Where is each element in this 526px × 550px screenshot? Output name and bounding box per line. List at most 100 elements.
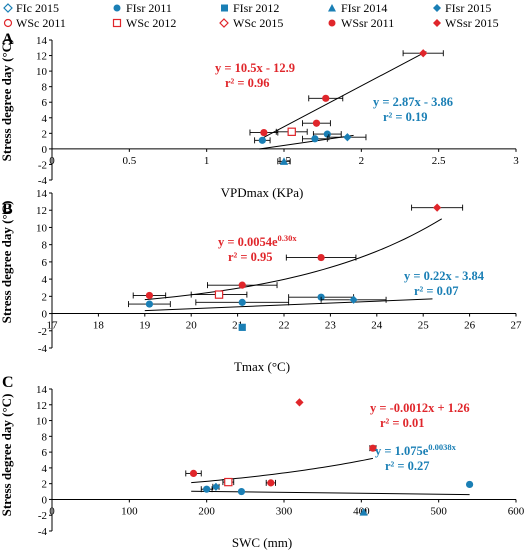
y-tick-label: 2 (42, 479, 48, 491)
regression-r-squared: r² = 0.07 (414, 284, 459, 298)
legend-marker-wssr-2015 (433, 19, 441, 27)
x-axis-title: SWC (mm) (232, 535, 292, 550)
data-point (238, 281, 246, 289)
y-tick-label: 6 (42, 257, 48, 269)
legend-marker-fisr-2015 (433, 4, 441, 12)
x-tick-label: 22 (279, 320, 290, 332)
data-point (238, 298, 246, 306)
panel-label-b: B (2, 201, 13, 218)
y-tick-label: 2 (42, 128, 48, 140)
x-tick-label: 17 (47, 320, 59, 332)
y-tick-label: 8 (42, 82, 48, 94)
legend-marker-wsc-2012 (112, 18, 122, 28)
regression-equation: y = -0.0012x + 1.26 (370, 401, 470, 415)
legend-item-wssr-2015: WSsr 2015 (433, 16, 499, 30)
panel-label-c: C (2, 374, 14, 391)
data-point (349, 295, 358, 304)
legend-item-wsc-2011: WSc 2011 (3, 16, 66, 30)
equation-base: y = 0.0054e (218, 235, 278, 249)
legend-item-fic-2015: FIc 2015 (3, 1, 59, 15)
data-point (359, 507, 368, 516)
y-tick-label: 8 (42, 431, 48, 443)
x-tick-label: 500 (430, 505, 447, 517)
x-tick-label: 0 (49, 155, 55, 167)
legend-marker-fisr-2014 (328, 4, 336, 12)
data-point (258, 136, 266, 144)
legend-marker-wssr-2011 (328, 19, 336, 27)
y-tick-label: 2 (42, 291, 48, 303)
legend-label-fisr-2012: FIsr 2012 (233, 1, 279, 15)
legend: FIc 2015 FIsr 2011 FIsr 2012 FIsr 2014 F… (3, 1, 499, 30)
y-tick-label: 14 (36, 384, 48, 396)
data-point (419, 49, 428, 58)
y-tick-label: 10 (36, 416, 48, 428)
data-point (322, 94, 330, 102)
legend-marker-fisr-2012 (221, 4, 228, 12)
y-tick-label: 6 (42, 97, 48, 109)
y-tick-label: 8 (42, 240, 48, 252)
x-axis-title: VPDmax (KPa) (221, 185, 304, 200)
legend-item-wsc-2012: WSc 2012 (112, 16, 176, 30)
data-point (295, 398, 304, 407)
y-tick-label: 0 (42, 494, 48, 506)
y-axis-title: Stress degree day (°C) (0, 394, 14, 517)
y-tick-label: -2 (38, 159, 47, 171)
data-point (466, 480, 474, 489)
data-point (214, 290, 224, 299)
x-tick-label: 100 (121, 505, 138, 517)
x-tick-label: 600 (508, 505, 525, 517)
y-tick-label: 4 (42, 463, 48, 475)
data-point (279, 157, 289, 165)
regression-r-squared: r² = 0.01 (380, 416, 425, 430)
y-tick-label: 4 (42, 274, 48, 286)
x-tick-label: 25 (418, 320, 430, 332)
x-tick-label: 18 (93, 320, 105, 332)
data-point (211, 482, 221, 491)
legend-marker-wsc-2015 (219, 18, 229, 28)
legend-label-fisr-2011: FIsr 2011 (126, 1, 172, 15)
panel-c-swc-chart: -4-2024681012140100200300400500600Stress… (0, 384, 525, 550)
x-tick-label: 24 (371, 320, 383, 332)
regression-equation: y = 0.0054e0.30x (218, 233, 297, 249)
y-tick-label: 12 (36, 400, 47, 412)
y-tick-label: 6 (42, 447, 48, 459)
regression-r-squared: r² = 0.96 (225, 76, 270, 90)
data-point (433, 203, 442, 212)
x-tick-label: 20 (186, 320, 198, 332)
x-tick-label: 19 (139, 320, 151, 332)
legend-label-fic-2015: FIc 2015 (16, 1, 59, 15)
data-point (238, 323, 246, 331)
x-axis-title: Tmax (°C) (234, 359, 290, 374)
x-tick-label: 1 (204, 155, 210, 167)
fit-curve (144, 218, 443, 301)
legend-marker-fisr-2011 (113, 4, 121, 12)
data-point (343, 133, 352, 142)
fit-line (191, 490, 470, 496)
x-tick-label: 3 (513, 155, 519, 167)
y-tick-label: -4 (38, 343, 48, 355)
fit-curve (191, 457, 374, 484)
data-point (312, 119, 321, 127)
y-tick-label: 0 (42, 144, 48, 156)
legend-marker-fic-2015 (3, 3, 13, 13)
data-point (203, 485, 211, 493)
data-point (145, 300, 154, 308)
y-tick-label: -4 (38, 175, 48, 187)
y-tick-label: 12 (36, 205, 47, 217)
y-tick-label: 14 (36, 35, 48, 47)
regression-r-squared: r² = 0.27 (385, 459, 430, 473)
x-tick-label: 2 (359, 155, 365, 167)
data-point (267, 479, 275, 487)
y-tick-label: 10 (36, 222, 48, 234)
legend-item-wssr-2011: WSsr 2011 (328, 16, 394, 30)
legend-label-fisr-2014: FIsr 2014 (341, 1, 387, 15)
x-tick-label: 21 (232, 320, 243, 332)
data-point (287, 127, 296, 136)
data-point (237, 487, 246, 496)
data-point (369, 444, 377, 452)
x-tick-label: 2.5 (432, 155, 446, 167)
y-tick-label: 0 (42, 309, 48, 321)
regression-r-squared: r² = 0.19 (383, 110, 428, 124)
equation-base: y = 1.075e (375, 444, 429, 458)
